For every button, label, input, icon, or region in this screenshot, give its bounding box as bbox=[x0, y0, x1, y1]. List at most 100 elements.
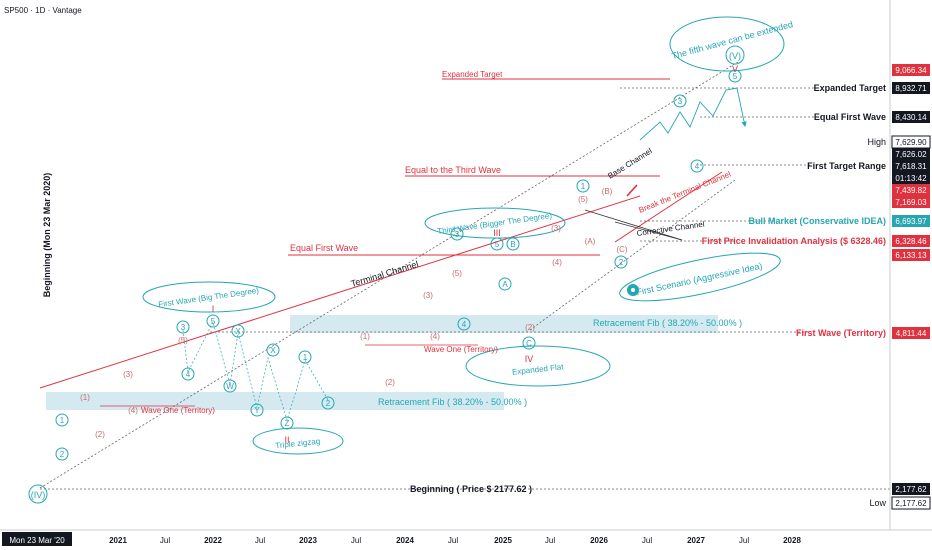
wave-c2-a: 2 bbox=[60, 450, 65, 459]
badge-high-text: 7,629.90 bbox=[895, 138, 927, 147]
wave-p3-b: (3) bbox=[423, 291, 433, 300]
wave-cx-a: X bbox=[235, 327, 241, 336]
wave-c5-b: 5 bbox=[495, 240, 500, 249]
x-tick-highlight bbox=[2, 532, 72, 546]
badge-red-c bbox=[892, 249, 930, 261]
wave-p2-a: (2) bbox=[95, 430, 105, 439]
badge-expanded-target-text: 8,932.71 bbox=[895, 84, 927, 93]
badge-first-target bbox=[892, 160, 930, 172]
badge-beginning bbox=[892, 483, 930, 495]
badge-current-price bbox=[892, 148, 930, 160]
bubble-triple-zigzag[interactable] bbox=[252, 427, 344, 455]
wave-v-big: (V) bbox=[729, 51, 741, 61]
x-tick-label: 2021 bbox=[109, 536, 127, 545]
badge-first-wave-territory bbox=[892, 327, 930, 339]
wave-ca: A bbox=[502, 280, 508, 289]
bubble-first-wave[interactable] bbox=[142, 281, 276, 313]
bubble-expanded-flat[interactable] bbox=[465, 345, 611, 387]
wave-p2-b: (2) bbox=[385, 378, 395, 387]
badge-current-price-text: 7,626.02 bbox=[895, 150, 927, 159]
wave-i-red: I bbox=[212, 304, 215, 314]
wave-pc: (C) bbox=[616, 245, 627, 254]
badge-invalidation-text: 6,328.46 bbox=[895, 237, 927, 246]
badge-countdown-text: 01:13:42 bbox=[895, 174, 927, 183]
wave-c2-c: 2 bbox=[619, 258, 624, 267]
break-marker bbox=[626, 184, 638, 197]
badge-top-red bbox=[892, 64, 930, 76]
wave-p2-c: (2) bbox=[525, 323, 535, 332]
wave-p1-b: (1) bbox=[360, 332, 370, 341]
wave-cz: Z bbox=[285, 419, 290, 428]
wave-p1-a: (1) bbox=[80, 393, 90, 402]
x-tick-label: Jul bbox=[545, 536, 555, 545]
x-axis-ticks: Mon 23 Mar '20 2021 Jul 2022 Jul 2023 Jul 2024 J… bbox=[2, 532, 801, 546]
wave-cc: C bbox=[526, 339, 532, 348]
x-tick-label: Jul bbox=[351, 536, 361, 545]
wave-one-territory-label-b: Wave One (Territory) bbox=[424, 345, 498, 354]
wave-guides bbox=[182, 321, 329, 422]
bubble-first-scenario[interactable] bbox=[616, 243, 783, 310]
badge-red-a bbox=[892, 184, 930, 196]
wave-v-big-circle bbox=[725, 45, 745, 65]
first-target-range-label: First Target Range bbox=[807, 161, 886, 171]
x-tick-label: 2022 bbox=[204, 536, 222, 545]
wave-v-red: V bbox=[732, 64, 738, 74]
wave-cy: Y bbox=[254, 406, 260, 415]
corrective-channel-line-1 bbox=[584, 209, 683, 241]
x-tick-label: Mon 23 Mar '20 bbox=[9, 536, 65, 545]
badge-first-wave-territory-text: 4,811.44 bbox=[896, 329, 927, 338]
low-label: Low bbox=[869, 498, 886, 508]
badge-low-text: 2,177.62 bbox=[895, 499, 927, 508]
wave-p4-a: (4) bbox=[128, 406, 138, 415]
high-label: High bbox=[867, 137, 886, 147]
wave-iv-big-circle bbox=[28, 484, 48, 504]
wave-c1-c: 1 bbox=[581, 182, 586, 191]
bull-market-label: Bull Market (Conservative IDEA) bbox=[748, 216, 886, 226]
badge-bull-market-text: 6,693.97 bbox=[895, 217, 927, 226]
bubble-fifth-wave[interactable] bbox=[669, 16, 785, 72]
retracement-fib-1-label: Retracement Fib ( 38.20% - 50.00% ) bbox=[378, 397, 527, 407]
corrective-channel-line-2 bbox=[614, 221, 683, 241]
beginning-label: Beginning ( Price $ 2177.62 ) bbox=[410, 484, 532, 494]
badge-red-a-text: 7,439.82 bbox=[895, 186, 927, 195]
base-channel-line bbox=[39, 61, 739, 489]
badge-beginning-text: 2,177.62 bbox=[895, 485, 927, 494]
wave-iv-red: IV bbox=[525, 354, 534, 364]
wave-labels: (IV) (V) V I II III IV 1 2 3 4 5 X W X bbox=[28, 45, 745, 504]
terminal-channel-line bbox=[39, 195, 641, 389]
retracement-band-1 bbox=[46, 392, 504, 410]
retracement-fib-2-label: Retracement Fib ( 38.20% - 50.00% ) bbox=[593, 318, 742, 328]
equal-first-wave-right-label: Equal First Wave bbox=[814, 112, 886, 122]
badge-red-b bbox=[892, 196, 930, 208]
wave-cw: W bbox=[226, 382, 234, 391]
wave-cb: B bbox=[510, 240, 515, 249]
equal-first-wave-label: Equal First Wave bbox=[290, 243, 358, 253]
x-tick-label: Jul bbox=[448, 536, 458, 545]
x-tick-label: Jul bbox=[160, 536, 170, 545]
wave-c1-a: 1 bbox=[60, 416, 65, 425]
x-tick-label: 2026 bbox=[590, 536, 608, 545]
wave-c3-b: 3 bbox=[455, 230, 460, 239]
wave-pa: (A) bbox=[585, 237, 596, 246]
badge-bull-market bbox=[892, 215, 930, 227]
x-tick-label: Jul bbox=[642, 536, 652, 545]
chart-header-symbol: SP500 · 1D · Vantage bbox=[4, 6, 82, 15]
y-axis-title: Beginning (Mon 23 Mar 2020) bbox=[42, 173, 52, 298]
wave-c3-a: 3 bbox=[181, 323, 186, 332]
wave-c1-b: 1 bbox=[303, 353, 308, 362]
wave-p3-a: (3) bbox=[123, 370, 133, 379]
invalidation-label: First Price Invalidation Analysis ($ 632… bbox=[702, 236, 886, 246]
badge-red-c-text: 6,133.13 bbox=[895, 251, 927, 260]
wave-p5-a: (5) bbox=[178, 336, 188, 345]
badge-equal-first-wave-text: 8,430.14 bbox=[895, 113, 927, 122]
wave-c5-c: 5 bbox=[733, 72, 738, 81]
expanded-target-small-label: Expanded Target bbox=[442, 70, 503, 79]
break-terminal-line bbox=[614, 171, 723, 243]
wave-c4-b: 4 bbox=[462, 320, 467, 329]
badge-equal-first-wave bbox=[892, 111, 930, 123]
wave-iii-red: III bbox=[493, 228, 501, 238]
cyan-circles bbox=[55, 69, 742, 461]
